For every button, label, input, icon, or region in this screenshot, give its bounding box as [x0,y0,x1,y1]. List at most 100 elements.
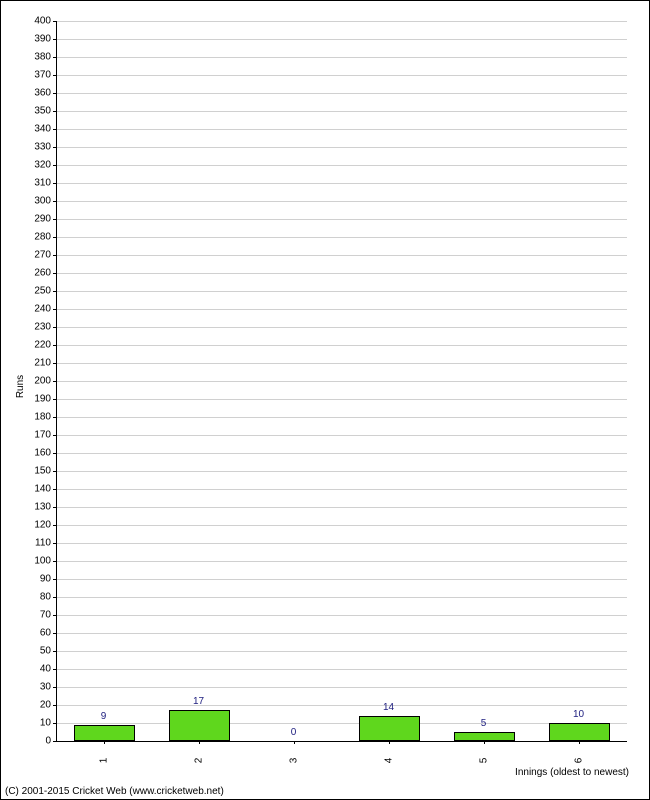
y-tick-mark [53,669,56,670]
y-tick-label: 10 [6,718,51,729]
y-tick-label: 390 [6,34,51,45]
y-tick-label: 230 [6,322,51,333]
y-tick-label: 190 [6,394,51,405]
y-tick-label: 0 [6,736,51,747]
y-tick-mark [53,93,56,94]
x-tick-label: 6 [573,756,584,766]
y-tick-label: 300 [6,196,51,207]
y-tick-label: 20 [6,700,51,711]
gridline [57,327,627,328]
y-tick-label: 240 [6,304,51,315]
y-tick-mark [53,183,56,184]
y-tick-label: 150 [6,466,51,477]
y-tick-label: 40 [6,664,51,675]
y-tick-mark [53,633,56,634]
y-tick-mark [53,327,56,328]
y-tick-label: 310 [6,178,51,189]
gridline [57,273,627,274]
y-tick-label: 130 [6,502,51,513]
y-tick-label: 50 [6,646,51,657]
y-tick-label: 340 [6,124,51,135]
gridline [57,453,627,454]
y-tick-mark [53,399,56,400]
y-tick-label: 120 [6,520,51,531]
gridline [57,651,627,652]
x-tick-label: 3 [288,756,299,766]
x-tick-mark [484,741,485,744]
y-tick-mark [53,543,56,544]
y-tick-label: 330 [6,142,51,153]
x-axis-title: Innings (oldest to newest) [515,767,629,778]
bar [359,716,421,741]
gridline [57,165,627,166]
x-tick-mark [104,741,105,744]
plot-area [56,21,627,742]
y-tick-mark [53,507,56,508]
gridline [57,543,627,544]
y-tick-mark [53,597,56,598]
y-tick-mark [53,453,56,454]
gridline [57,75,627,76]
y-tick-label: 370 [6,70,51,81]
gridline [57,705,627,706]
bar-value-label: 0 [291,727,297,738]
y-tick-label: 280 [6,232,51,243]
y-tick-label: 220 [6,340,51,351]
x-tick-mark [199,741,200,744]
y-tick-mark [53,57,56,58]
gridline [57,615,627,616]
gridline [57,633,627,634]
x-tick-mark [579,741,580,744]
bar-value-label: 5 [481,718,487,729]
y-tick-label: 200 [6,376,51,387]
y-tick-mark [53,21,56,22]
x-tick-label: 1 [98,756,109,766]
gridline [57,489,627,490]
y-tick-mark [53,417,56,418]
y-tick-mark [53,345,56,346]
y-tick-label: 140 [6,484,51,495]
y-tick-mark [53,435,56,436]
bar [169,710,231,741]
y-tick-mark [53,471,56,472]
y-tick-mark [53,309,56,310]
y-tick-label: 260 [6,268,51,279]
y-tick-label: 170 [6,430,51,441]
x-tick-mark [389,741,390,744]
y-tick-mark [53,75,56,76]
y-tick-mark [53,165,56,166]
y-tick-mark [53,381,56,382]
y-tick-mark [53,219,56,220]
y-tick-mark [53,39,56,40]
y-tick-label: 290 [6,214,51,225]
gridline [57,93,627,94]
x-tick-label: 4 [383,756,394,766]
y-tick-label: 400 [6,16,51,27]
gridline [57,309,627,310]
y-tick-mark [53,705,56,706]
gridline [57,363,627,364]
gridline [57,381,627,382]
gridline [57,687,627,688]
gridline [57,111,627,112]
gridline [57,597,627,598]
bar [549,723,611,741]
y-tick-label: 160 [6,448,51,459]
y-tick-mark [53,615,56,616]
y-tick-mark [53,723,56,724]
y-tick-mark [53,489,56,490]
y-axis-title: Runs [15,375,26,398]
y-tick-mark [53,687,56,688]
y-tick-label: 180 [6,412,51,423]
bar [454,732,516,741]
y-tick-label: 250 [6,286,51,297]
y-tick-mark [53,129,56,130]
gridline [57,147,627,148]
copyright-text: (C) 2001-2015 Cricket Web (www.cricketwe… [5,786,224,797]
gridline [57,435,627,436]
y-tick-mark [53,255,56,256]
x-tick-label: 5 [478,756,489,766]
gridline [57,237,627,238]
x-tick-mark [294,741,295,744]
y-tick-label: 210 [6,358,51,369]
